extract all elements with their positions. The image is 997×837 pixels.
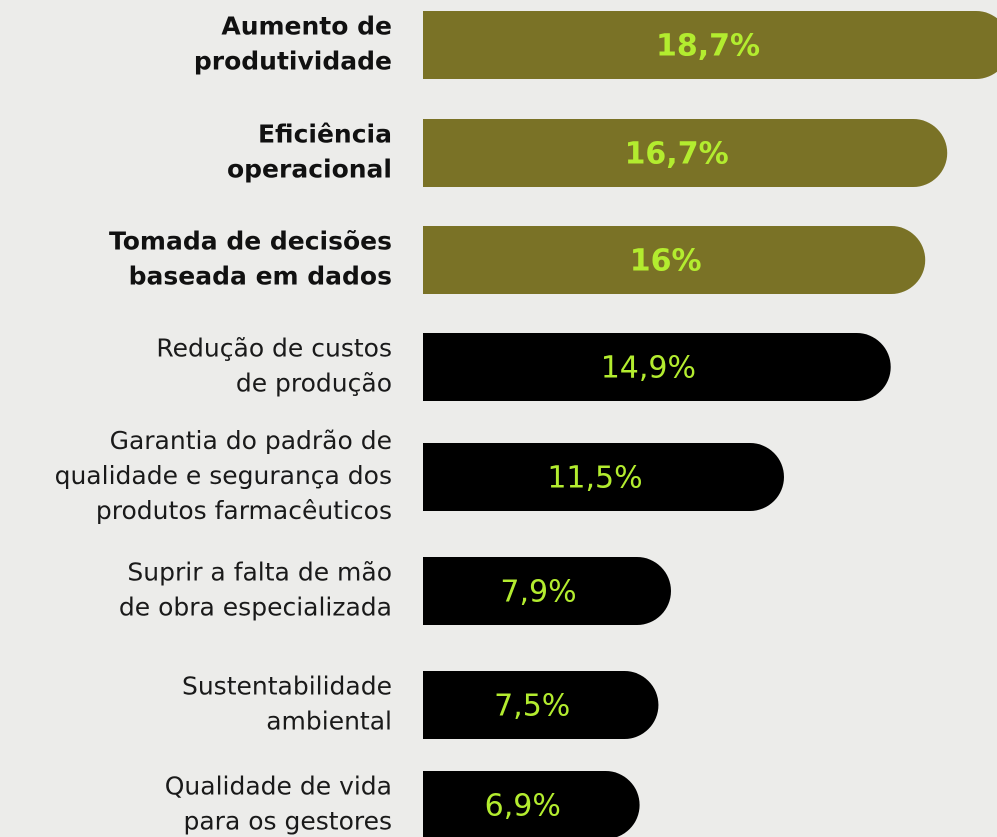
category-line: produtividade	[194, 47, 392, 76]
value-label: 16,7%	[625, 137, 729, 172]
category-line: Qualidade de vida	[165, 772, 392, 801]
category-label: Garantia do padrão de qualidade e seguran…	[55, 426, 392, 525]
category-line: produtos farmacêuticos	[96, 496, 392, 525]
value-label: 14,9%	[601, 351, 696, 386]
category-line: Sustentabilidade	[182, 672, 392, 701]
category-line: para os gestores	[183, 807, 392, 836]
category-line: qualidade e segurança dos	[55, 461, 392, 490]
category-line: Garantia do padrão de	[110, 426, 392, 455]
category-line: Redução de custos	[156, 334, 392, 363]
category-label: Redução de custos de produção	[156, 334, 392, 398]
value-label: 16%	[630, 244, 702, 279]
bar	[423, 226, 926, 294]
value-label: 18,7%	[656, 29, 760, 64]
bar	[423, 11, 997, 79]
bar	[423, 771, 640, 837]
bar	[423, 443, 784, 511]
category-label: Tomada de decisões baseada em dados	[109, 227, 392, 291]
category-label: Suprir a falta de mão de obra especializa…	[119, 558, 392, 622]
value-label: 6,9%	[485, 789, 561, 824]
bar	[423, 333, 891, 401]
category-line: Tomada de decisões	[109, 227, 392, 256]
category-line: de produção	[236, 369, 392, 398]
category-line: baseada em dados	[129, 262, 392, 291]
category-line: Aumento de	[221, 12, 392, 41]
category-label: Qualidade de vida para os gestores	[165, 772, 392, 836]
category-label: Aumento de produtividade	[194, 12, 392, 76]
value-label: 11,5%	[547, 461, 642, 496]
category-label: Sustentabilidade ambiental	[182, 672, 392, 736]
bar	[423, 557, 671, 625]
category-line: ambiental	[266, 707, 392, 736]
category-line: de obra especializada	[119, 593, 392, 622]
category-line: Eficiência	[258, 120, 392, 149]
category-line: operacional	[227, 155, 392, 184]
category-label: Eficiência operacional	[227, 120, 392, 184]
bar	[423, 671, 659, 739]
category-line: Suprir a falta de mão	[127, 558, 392, 587]
value-label: 7,9%	[500, 575, 576, 610]
value-label: 7,5%	[494, 689, 570, 724]
bar	[423, 119, 948, 187]
